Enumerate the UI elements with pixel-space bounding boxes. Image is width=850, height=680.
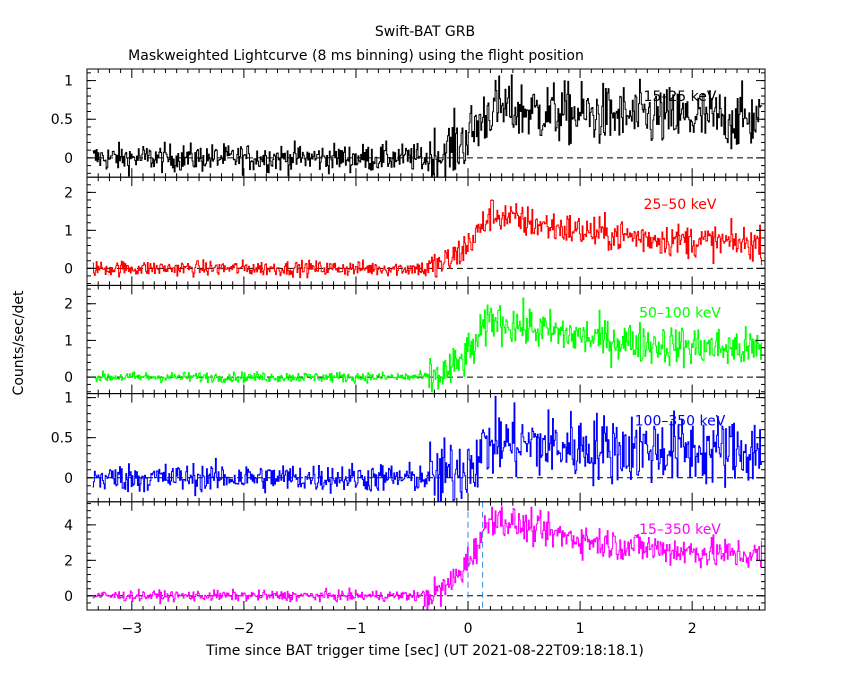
- series-label: 15–350 keV: [639, 522, 721, 538]
- y-tick-label: 0: [64, 471, 73, 487]
- figure-title: Swift-BAT GRB: [375, 24, 475, 40]
- series-label: 15–25 keV: [644, 89, 717, 105]
- x-axis-label: Time since BAT trigger time [sec] (UT 20…: [205, 643, 644, 659]
- y-tick-label: 1: [64, 391, 73, 407]
- y-tick-label: 2: [64, 185, 73, 201]
- y-tick-label: 1: [64, 223, 73, 239]
- panel-1: 0 0.5 1 15–25 keV: [51, 68, 766, 178]
- x-tick-label: 0: [464, 621, 473, 637]
- panel-3: 0 1 2 50–100 keV: [64, 284, 766, 395]
- y-tick-label: 1: [64, 333, 73, 349]
- x-tick-label: −2: [234, 621, 255, 637]
- y-tick-label: 0: [64, 261, 73, 277]
- panel-2: 0 1 2 25–50 keV: [64, 176, 766, 286]
- y-axis-label: Counts/sec/det: [11, 290, 27, 395]
- series-label: 25–50 keV: [644, 197, 717, 213]
- lightcurve-series: [92, 506, 763, 610]
- y-tick-label: 4: [64, 518, 73, 534]
- panel-frame: [86, 501, 766, 611]
- y-tick-label: 0: [64, 370, 73, 386]
- panel-4: 0 0.5 1 100–350 keV: [51, 391, 766, 503]
- x-tick-label: −3: [122, 621, 143, 637]
- y-tick-label: 0.5: [51, 112, 73, 128]
- panel-5: 0 2 4 15–350 keV: [64, 501, 766, 611]
- y-tick-label: 0.5: [51, 431, 73, 447]
- y-tick-label: 2: [64, 553, 73, 569]
- y-tick-label: 1: [64, 74, 73, 90]
- series-label: 50–100 keV: [639, 305, 721, 321]
- series-label: 100–350 keV: [635, 414, 726, 430]
- x-tick-label: 1: [576, 621, 585, 637]
- x-tick-label: 2: [688, 621, 697, 637]
- lightcurve-series: [92, 395, 763, 502]
- y-tick-label: 0: [64, 151, 73, 167]
- y-tick-label: 0: [64, 589, 73, 605]
- lightcurve-series: [92, 297, 763, 393]
- lightcurve-series: [92, 199, 763, 279]
- figure-subtitle: Maskweighted Lightcurve (8 ms binning) u…: [128, 48, 584, 64]
- lightcurve-series: [92, 74, 763, 178]
- y-tick-label: 2: [64, 297, 73, 313]
- x-tick-label: −1: [346, 621, 367, 637]
